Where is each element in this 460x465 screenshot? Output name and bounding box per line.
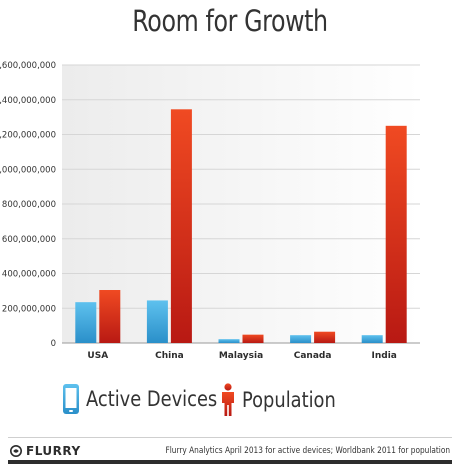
y-tick-label: 800,000,000 <box>2 200 56 210</box>
y-tick-label: 1,200,000,000 <box>0 131 56 141</box>
bar-active-devices-china <box>146 300 168 343</box>
bar-population-china <box>170 109 192 344</box>
bar-active-devices-malaysia <box>218 339 240 343</box>
y-tick-label: 200,000,000 <box>2 304 56 314</box>
flurry-logo-icon <box>10 445 22 457</box>
bar-chart: 0 200,000,000 400,000,000 600,000,000 800,00… <box>0 61 420 361</box>
phone-icon <box>63 384 79 414</box>
bar-population-malaysia <box>242 334 264 343</box>
y-tick-label: 1,000,000,000 <box>0 165 56 175</box>
brand-name: FLURRY <box>26 444 81 458</box>
x-tick-label: Canada <box>294 351 332 361</box>
x-tick-label: India <box>372 351 397 361</box>
legend-label-population: Population <box>242 388 336 412</box>
bar-population-usa <box>99 290 121 343</box>
source-note: Flurry Analytics April 2013 for active d… <box>165 446 450 456</box>
flurry-brand: FLURRY <box>10 444 81 458</box>
y-tick-label: 600,000,000 <box>2 235 56 245</box>
footer-bottom-bar <box>8 460 452 464</box>
bar-active-devices-usa <box>75 302 97 343</box>
y-tick-label: 1,600,000,000 <box>0 61 56 71</box>
y-tick-label: 0 <box>51 339 56 349</box>
legend-item-population: Population <box>220 383 352 417</box>
y-tick-label: 1,400,000,000 <box>0 96 56 106</box>
x-tick-label: China <box>155 351 184 361</box>
y-tick-label: 400,000,000 <box>2 270 56 280</box>
person-icon <box>222 383 234 416</box>
chart-title: Room for Growth <box>132 4 328 38</box>
legend-label-active-devices: Active Devices <box>86 387 218 411</box>
x-tick-label: Malaysia <box>219 351 263 361</box>
bar-population-canada <box>314 331 336 343</box>
bar-active-devices-india <box>361 335 383 343</box>
x-tick-label: USA <box>87 351 108 361</box>
footer-divider <box>8 437 452 438</box>
bar-population-india <box>385 125 407 343</box>
legend-item-active-devices: Active Devices <box>62 383 240 415</box>
bar-active-devices-canada <box>290 335 312 343</box>
